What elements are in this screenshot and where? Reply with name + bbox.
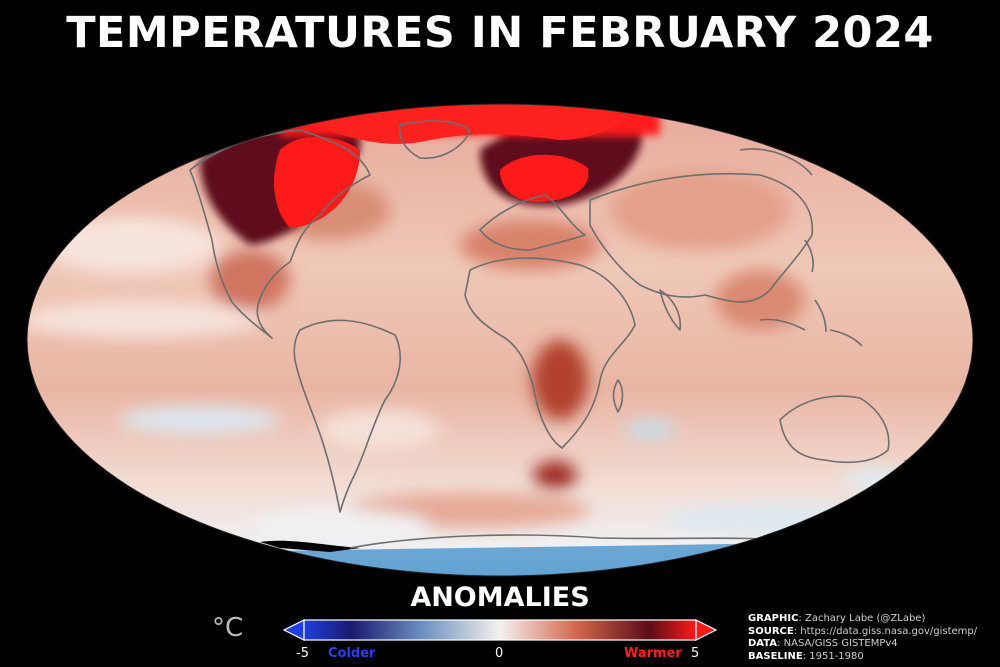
globe [27,104,973,576]
credit-key: BASELINE [748,650,803,662]
credit-baseline: BASELINE: 1951-1980 [748,650,864,662]
colorbar-gradient [303,619,697,641]
credit-value: Zachary Labe (@ZLabe) [804,613,926,624]
missing-data-strip [260,540,360,552]
colder-label: Colder [328,646,376,661]
globe-outline [26,103,974,577]
coastlines [189,120,912,549]
credit-value: https://data.giss.nasa.gov/gistemp/ [800,625,978,637]
colorbar-mid-label: 0 [495,646,504,661]
colorbar-max-label: 5 [691,646,700,661]
credit-data: DATA: NASA/GISS GISTEMPv4 [748,638,898,649]
colorbar-min-label: -5 [296,646,309,661]
credits-block: GRAPHIC: Zachary Labe (@ZLabe) SOURCE: h… [748,613,977,663]
credit-value: 1951-1980 [809,650,864,662]
colorbar-min-arrow [282,619,305,641]
colorbar-max-arrow [695,619,718,641]
credit-source: SOURCE: https://data.giss.nasa.gov/giste… [748,625,978,637]
credit-key: SOURCE [748,625,794,637]
credit-graphic: GRAPHIC: Zachary Labe (@ZLabe) [748,613,926,624]
legend-heading: ANOMALIES [410,582,590,613]
credit-key: GRAPHIC [748,613,799,624]
unit-label: °C [212,613,244,643]
credit-value: NASA/GISS GISTEMPv4 [783,638,898,649]
colorbar [282,619,718,641]
page-title: TEMPERATURES IN FEBRUARY 2024 [66,8,934,58]
credit-key: DATA [748,638,778,649]
warmer-label: Warmer [624,646,682,661]
